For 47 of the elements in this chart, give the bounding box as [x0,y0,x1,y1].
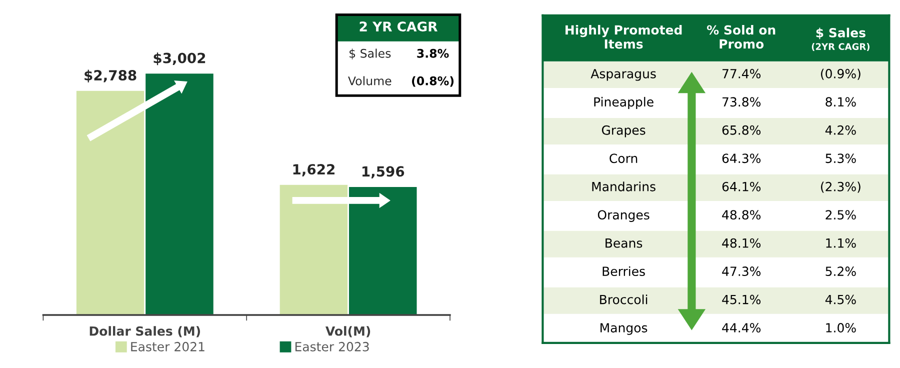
data-label: 5.3% [826,154,856,164]
text: $ Sales [816,28,866,40]
category-label: Mandarins [592,182,656,192]
data-label: 64.1% [722,182,761,192]
text: Highly Promoted Items [566,24,682,49]
data-label: 8.1% [826,97,856,107]
data-label: (2.3%) [821,182,860,193]
data-label: 2.5% [826,210,856,220]
data-label: 48.8% [722,210,761,220]
data-label: 1.0% [826,323,856,332]
text: 2 YR CAGR [360,22,438,32]
category-label: Mangos [600,323,648,335]
category-label: Asparagus [590,69,656,81]
data-label: 44.4% [722,323,761,332]
data-label: 65.8% [722,125,761,135]
data-label: $2,788 [84,70,136,82]
category-label: Broccoli [600,294,648,304]
series-label: % Sold on Promo [706,24,776,49]
legend-label: Easter 2021 [131,342,204,352]
data-label: 4.2% [825,125,856,135]
data-label: 1,596 [362,166,404,178]
data-label: 4.5% [825,294,856,304]
x-tick-label: Vol(M) [326,326,370,338]
data-label: 1.1% [826,238,856,248]
data-label: 48.1% [722,238,761,248]
data-label: (0.9%) [821,68,860,80]
category-label: Corn [610,154,638,164]
data-label: 45.1% [722,294,761,304]
legend-label: Easter 2023 [295,342,369,352]
category-label: Volume [348,76,392,86]
data-label: (0.8%) [412,76,454,87]
data-label: 77.4% [722,68,761,78]
category-label: Berries [602,266,645,276]
data-label: 47.3% [722,266,761,276]
category-label: Beans [606,238,642,248]
category-label: Grapes [602,125,646,138]
data-label: $3,002 [154,52,206,66]
x-tick-label: Dollar Sales (M) [90,326,200,338]
data-label: 1,622 [293,164,334,176]
text: (2YR CAGR) [812,43,870,52]
data-label: 3.8% [417,48,449,58]
data-label: 5.2% [826,266,856,276]
data-label: 73.8% [722,97,761,107]
data-label: 64.3% [722,154,761,164]
category-label: Pineapple [594,96,654,110]
category-label: $ Sales [350,48,391,60]
category-label: Oranges [598,210,650,222]
